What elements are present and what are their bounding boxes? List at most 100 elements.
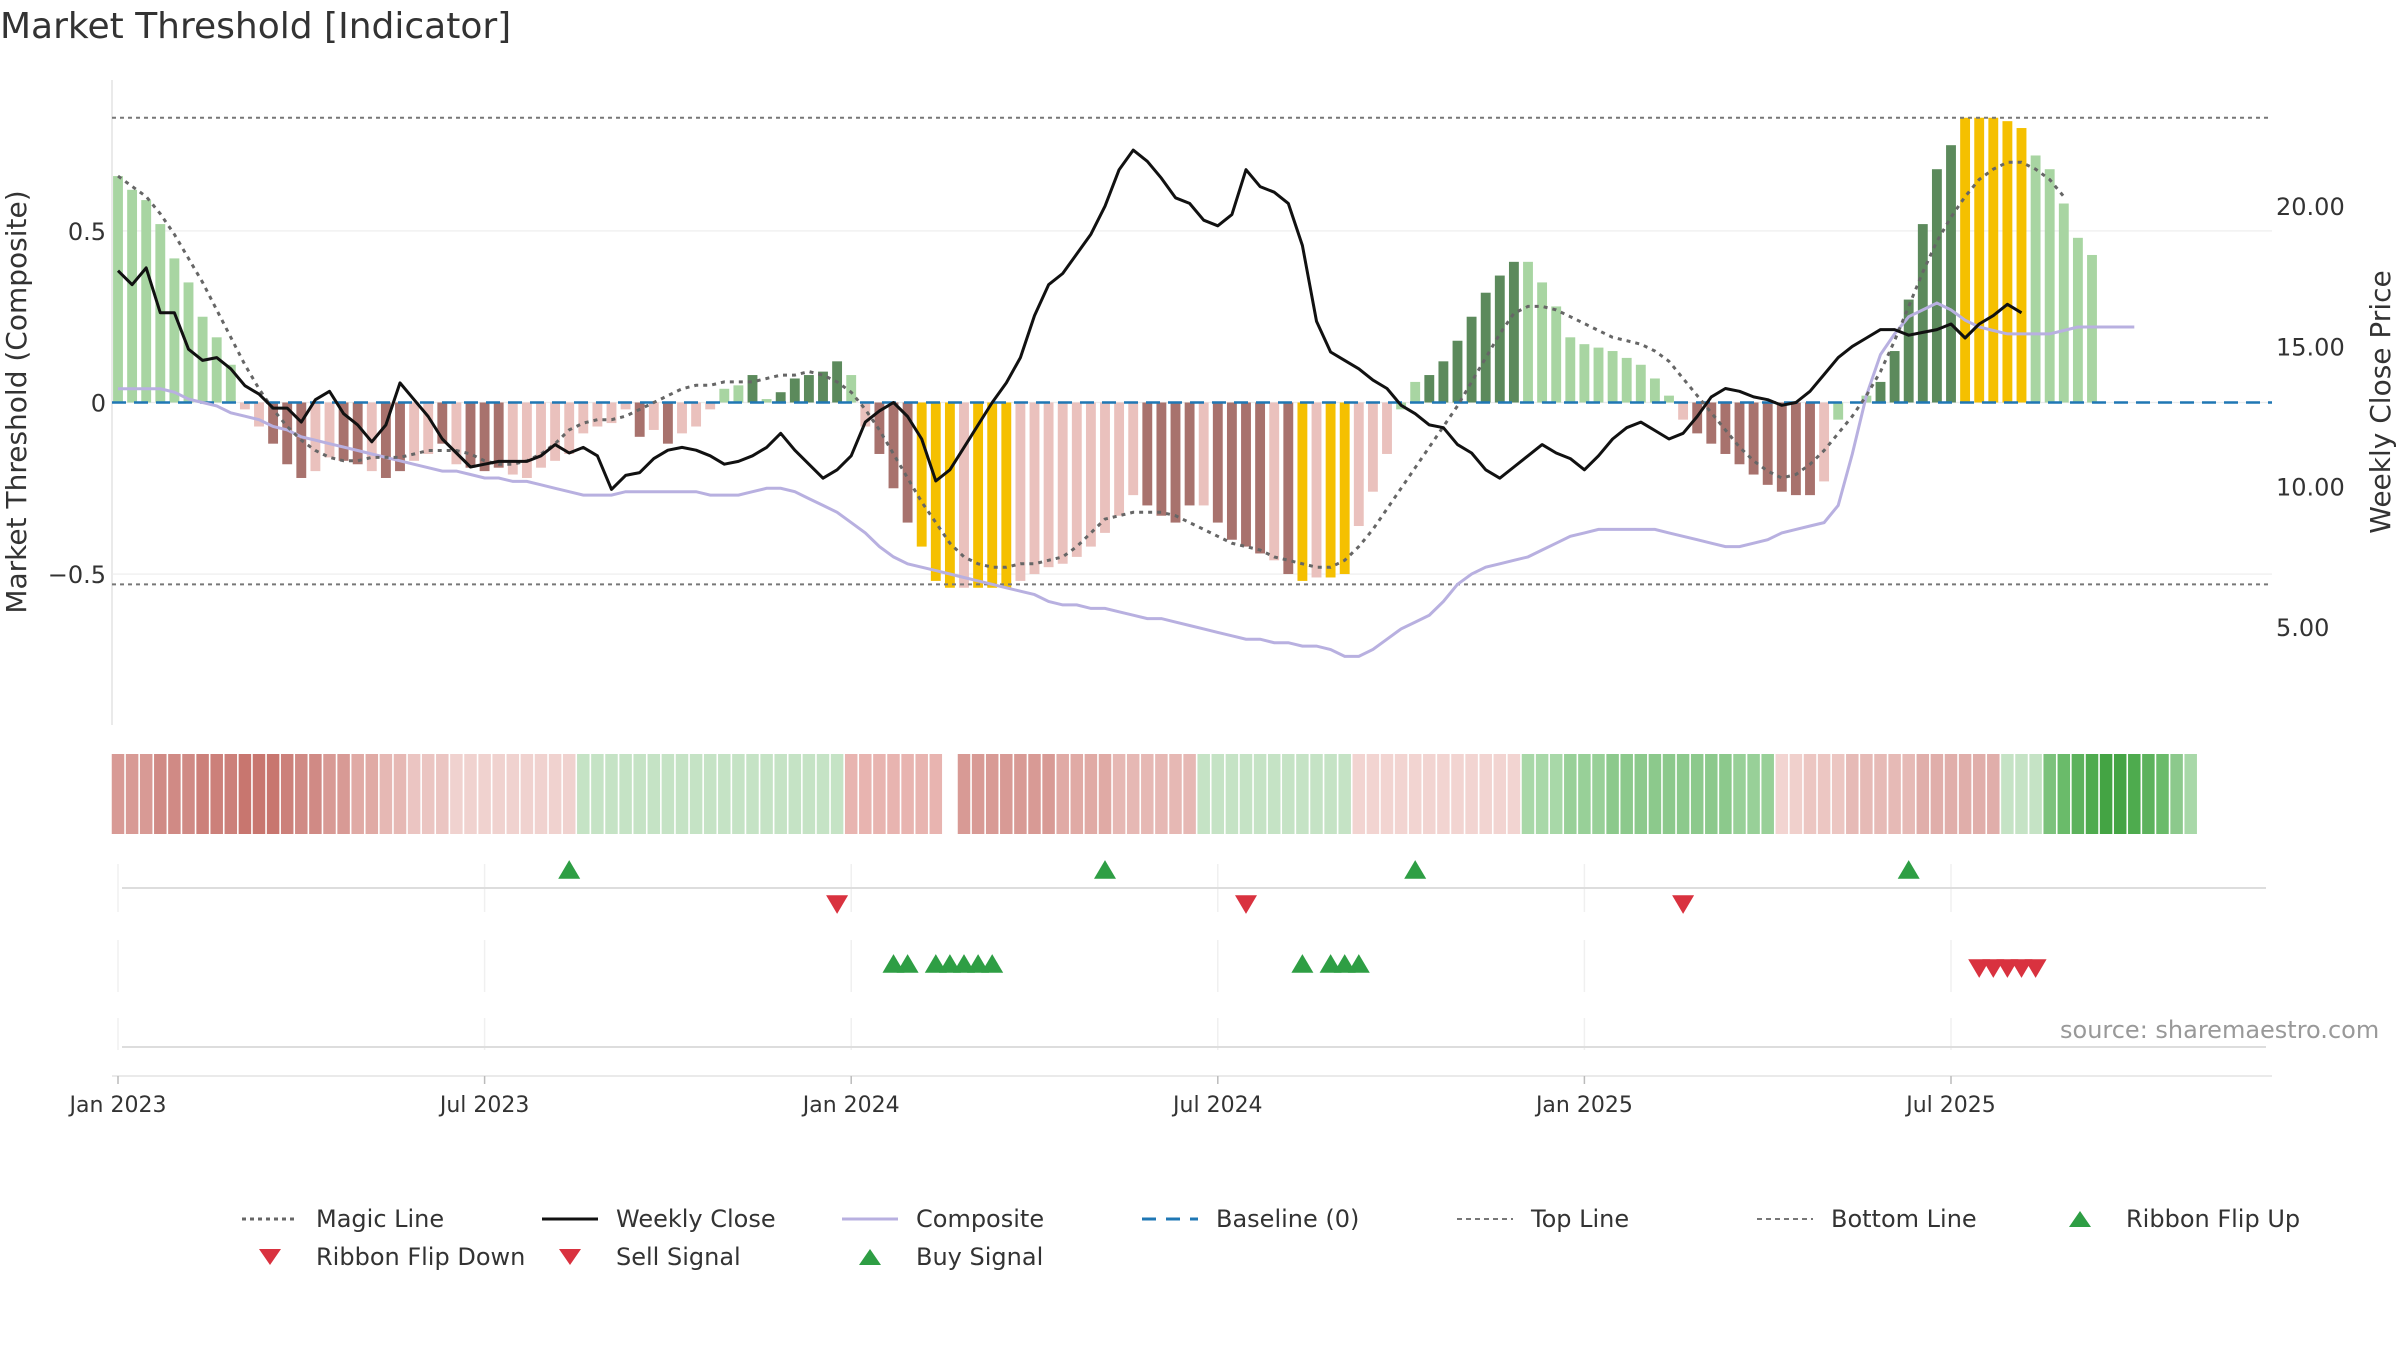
histogram-bar [437,402,448,444]
ribbon-cell [280,754,294,834]
histogram-bar [1776,402,1787,492]
histogram-bar [1635,364,1646,403]
ribbon-cell [534,754,548,834]
histogram-bar [959,402,969,588]
histogram-bar [1494,275,1505,403]
legend-swatch [2069,1211,2091,1227]
histogram-bar [775,392,786,403]
histogram-bar [1579,344,1590,403]
ribbon-cell [1535,754,1549,834]
histogram-bar [1198,402,1209,506]
ribbon-cell [703,754,717,834]
legend-label: Ribbon Flip Down [316,1243,526,1271]
ribbon-cell [2142,754,2155,834]
histogram-bar [141,200,152,403]
ribbon-cell [689,754,703,834]
legend-item: Baseline (0) [1140,1200,1359,1238]
ribbon-cell [1239,754,1253,834]
ribbon-cell [1944,754,1958,834]
ribbon-cell [1705,754,1718,834]
histogram-bar [1424,375,1435,403]
ribbon-cell [1761,754,1774,834]
ribbon-cell [929,754,943,834]
legend-item: Weekly Close [540,1200,776,1238]
ribbon-cell [125,754,139,834]
line-series [112,116,2272,658]
histogram-bar [2087,254,2097,403]
buy-signal-marker [981,954,1004,973]
histogram-bar [366,402,377,472]
ribbon-cell [1267,754,1281,834]
histogram-bar [1903,299,1914,403]
ribbon-cell [252,754,266,834]
ribbon-cell [2099,754,2113,834]
ribbon-cell [760,754,773,834]
ribbon-cell [1620,754,1633,834]
histogram-bar [2030,155,2041,403]
ribbon-cell [1521,754,1535,834]
ribbon-cell [238,754,252,834]
histogram-bar [1931,169,1942,403]
ribbon-cell [323,754,336,834]
histogram-bar [239,402,250,410]
ribbon-cell [478,754,491,834]
legend-label: Ribbon Flip Up [2126,1205,2301,1233]
histogram-bar [1664,395,1674,403]
ribbon-cell [577,754,590,834]
ribbon-cell [1451,754,1464,834]
ribbon-cell [1282,754,1295,834]
ribbon-cell [1183,754,1196,834]
histogram-bar [1805,402,1815,496]
legend-swatch [559,1249,581,1265]
ribbon-cell [1042,754,1055,834]
histogram-bar [634,402,645,437]
ribbon-cell [915,754,928,834]
histogram-bar [1762,402,1773,485]
ribbon-cell [1366,754,1380,834]
ribbon-cell [1324,754,1337,834]
histogram-bar [521,402,532,478]
histogram-bar [846,375,857,403]
histogram-bar [1480,292,1491,403]
buy-signal-marker [1333,954,1356,973]
histogram-bar [1833,402,1844,420]
x-tick-label: Jul 2023 [438,1093,530,1118]
histogram-bar [1170,402,1181,523]
histogram-bar [1212,402,1223,523]
histogram-bar [944,402,955,588]
ribbon-cell [309,754,322,834]
source-note: source: sharemaestro.com [2060,1016,2380,1044]
legend-label: Top Line [1531,1205,1630,1233]
histogram-bar [1593,347,1604,403]
histogram-bar [1015,402,1026,581]
histogram-bar [183,282,194,403]
histogram-bar [1311,402,1322,578]
ribbon-cell [365,754,379,834]
histogram-bar [1142,402,1153,506]
histogram-bar [860,402,871,427]
ribbon-strip [111,754,2197,834]
ribbon-cell [1408,754,1422,834]
histogram-bar [451,402,462,465]
histogram-bar [1100,402,1110,533]
ribbon-cell [464,754,477,834]
ribbon-cell [111,754,125,834]
ribbon-cell [2113,754,2127,834]
ribbon-cell [520,754,534,834]
ribbon-cell [675,754,689,834]
ribbon-cell [2043,754,2056,834]
ribbon-flip-up-marker [1404,860,1427,879]
histogram-bar [2044,169,2055,403]
histogram-bar [733,385,744,403]
ribbon-cell [1507,754,1521,834]
histogram-bar [789,378,800,403]
ribbon-cell [1000,754,1013,834]
ribbon-cell [1141,754,1154,834]
histogram-bar [169,258,180,403]
ribbon-cell [379,754,393,834]
histogram-bar [662,402,673,444]
ribbon-cell [168,754,181,834]
histogram-bar [930,402,941,581]
histogram-bar [127,189,138,403]
